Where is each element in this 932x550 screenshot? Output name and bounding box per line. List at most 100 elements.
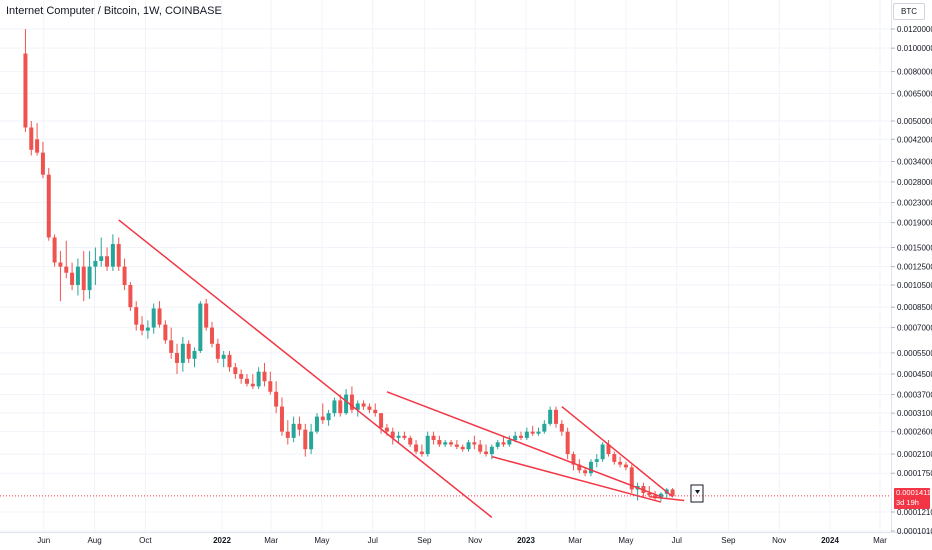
y-tick-label: 0.0015000 bbox=[897, 243, 932, 252]
candle-body bbox=[244, 378, 249, 384]
trendline[interactable] bbox=[118, 219, 493, 518]
candle-down bbox=[285, 420, 290, 445]
candle-up bbox=[326, 409, 331, 426]
candle-body bbox=[489, 446, 494, 455]
grid bbox=[0, 0, 891, 532]
candle-body bbox=[542, 423, 547, 432]
candle-down bbox=[23, 29, 28, 133]
selection-box[interactable] bbox=[690, 484, 704, 503]
candle-body bbox=[338, 400, 343, 414]
candle-body bbox=[355, 403, 360, 410]
candle-down bbox=[215, 338, 220, 363]
y-tick-label: 0.0080000 bbox=[897, 68, 932, 77]
candle-body bbox=[588, 461, 593, 474]
candle-body bbox=[425, 435, 430, 455]
candle-body bbox=[262, 371, 267, 382]
candle-body bbox=[326, 413, 331, 421]
trendline[interactable] bbox=[491, 455, 662, 503]
candle-down bbox=[262, 362, 267, 387]
candle-body bbox=[507, 440, 512, 445]
candle-body bbox=[384, 427, 389, 432]
candle-body bbox=[64, 266, 69, 273]
time-scale[interactable]: Jun Aug Oct 2022 Mar May Jul Sep Nov 2023 Mar May Ju… bbox=[37, 536, 887, 545]
candle-body bbox=[268, 381, 273, 392]
candle-body bbox=[175, 352, 180, 363]
candle-body bbox=[513, 435, 518, 441]
candle-up bbox=[87, 251, 92, 299]
price-scale[interactable]: 0.0120000 0.0100000 0.0080000 0.0065000 0.00… bbox=[891, 25, 932, 536]
candle-up bbox=[548, 406, 553, 426]
candle-down bbox=[373, 403, 378, 417]
candle-up bbox=[198, 301, 203, 353]
trendline[interactable] bbox=[649, 495, 685, 502]
candle-up bbox=[396, 431, 401, 443]
candle-down bbox=[268, 371, 273, 395]
candle-down bbox=[250, 374, 255, 390]
candle-down bbox=[52, 234, 57, 267]
candle-up bbox=[145, 320, 150, 339]
y-tick-label: 0.0002100 bbox=[897, 450, 932, 459]
candle-down bbox=[390, 427, 395, 445]
candle-down bbox=[46, 167, 51, 241]
candle-down bbox=[279, 397, 284, 436]
candle-down bbox=[105, 247, 110, 271]
candle-up bbox=[594, 454, 599, 468]
candle-body bbox=[314, 416, 319, 432]
candle-down bbox=[530, 425, 535, 436]
candle-down bbox=[169, 327, 174, 359]
y-tick-label: 0.0019000 bbox=[897, 219, 932, 228]
trendline[interactable] bbox=[386, 391, 662, 498]
candle-down bbox=[454, 440, 459, 450]
x-tick-label: 2024 bbox=[821, 536, 839, 545]
trendline[interactable] bbox=[561, 406, 674, 498]
last-price-label: 0.0001411 3d 19h bbox=[894, 488, 931, 509]
candle-down bbox=[379, 413, 384, 434]
candle-down bbox=[629, 464, 634, 494]
candle-body bbox=[52, 237, 57, 263]
candle-down bbox=[303, 423, 308, 457]
candles bbox=[23, 29, 675, 502]
trendlines[interactable] bbox=[118, 219, 685, 518]
x-tick-label: Sep bbox=[417, 536, 432, 545]
candle-body bbox=[274, 391, 279, 407]
candle-body bbox=[594, 459, 599, 462]
candle-down bbox=[449, 440, 454, 447]
currency-badge[interactable]: BTC bbox=[893, 3, 925, 20]
candle-body bbox=[198, 303, 203, 352]
candle-up bbox=[180, 336, 185, 372]
x-tick-label: Jul bbox=[368, 536, 378, 545]
candle-body bbox=[128, 284, 133, 308]
candle-body bbox=[408, 437, 413, 445]
candle-down bbox=[618, 456, 623, 468]
y-tick-label: 0.0100000 bbox=[897, 44, 932, 53]
candle-body bbox=[623, 464, 628, 468]
candle-body bbox=[169, 340, 174, 353]
candle-down bbox=[647, 485, 652, 497]
marker-arrow-icon bbox=[695, 490, 700, 494]
candle-down bbox=[58, 251, 63, 302]
candle-up bbox=[495, 440, 500, 450]
y-tick-label: 0.0002600 bbox=[897, 428, 932, 437]
candle-body bbox=[530, 431, 535, 434]
candle-down bbox=[419, 444, 424, 457]
candle-down bbox=[349, 386, 354, 414]
y-tick-label: 0.0050000 bbox=[897, 117, 932, 126]
candle-up bbox=[443, 440, 448, 447]
candle-body bbox=[390, 431, 395, 438]
candle-down bbox=[239, 369, 244, 384]
y-tick-label: 0.0001750 bbox=[897, 469, 932, 478]
candle-body bbox=[210, 327, 215, 344]
candle-up bbox=[93, 247, 98, 285]
candle-body bbox=[379, 413, 384, 428]
candle-body bbox=[449, 442, 454, 445]
candle-body bbox=[303, 429, 308, 450]
candle-down bbox=[227, 351, 232, 372]
candle-up bbox=[355, 400, 360, 417]
candle-body bbox=[297, 423, 302, 430]
candle-up bbox=[192, 347, 197, 368]
candle-body bbox=[419, 451, 424, 455]
candle-body bbox=[495, 442, 500, 447]
candle-body bbox=[396, 435, 401, 438]
candle-body bbox=[180, 343, 185, 363]
